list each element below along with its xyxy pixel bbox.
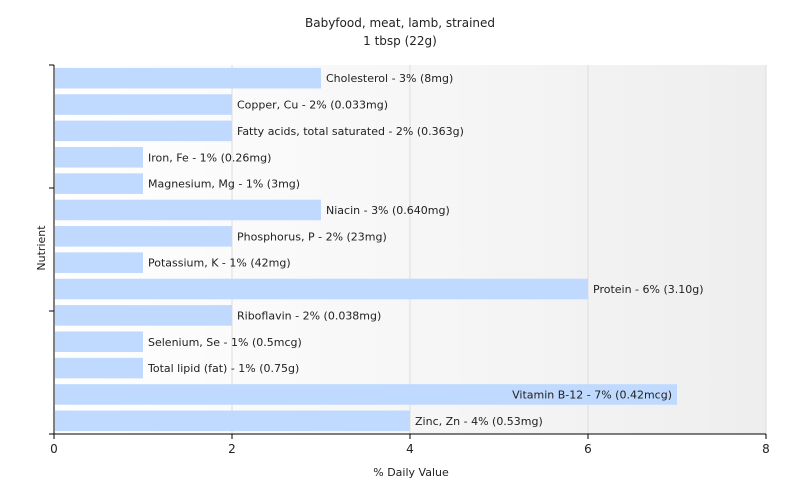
bar-label: Potassium, K - 1% (42mg) <box>148 257 291 270</box>
bar <box>55 305 232 326</box>
x-tick-label: 6 <box>584 442 592 456</box>
bar <box>55 384 677 405</box>
bar-label: Fatty acids, total saturated - 2% (0.363… <box>237 125 464 138</box>
bar <box>55 94 232 115</box>
bar-label: Iron, Fe - 1% (0.26mg) <box>148 151 271 164</box>
chart-title: Babyfood, meat, lamb, strained <box>305 16 495 30</box>
bar <box>55 146 143 168</box>
bar <box>55 199 321 221</box>
bar <box>55 410 410 432</box>
bar-label: Selenium, Se - 1% (0.5mcg) <box>148 336 302 349</box>
x-tick-label: 0 <box>50 442 58 456</box>
bar-label: Cholesterol - 3% (8mg) <box>326 72 453 85</box>
bars: Cholesterol - 3% (8mg) Copper, Cu - 2% (0… <box>55 67 704 432</box>
x-tick-label: 8 <box>762 442 770 456</box>
bar <box>55 173 143 194</box>
bar-label: Phosphorus, P - 2% (23mg) <box>237 230 387 243</box>
bar-label: Zinc, Zn - 4% (0.53mg) <box>415 415 543 428</box>
bar-label: Copper, Cu - 2% (0.033mg) <box>237 99 388 112</box>
chart-subtitle: 1 tbsp (22g) <box>363 34 437 48</box>
bar-label: Riboflavin - 2% (0.038mg) <box>237 309 381 322</box>
bar <box>55 67 321 89</box>
bar-label: Magnesium, Mg - 1% (3mg) <box>148 178 300 191</box>
bar <box>55 252 143 273</box>
bar <box>55 226 232 247</box>
bar-label: Protein - 6% (3.10g) <box>593 283 704 296</box>
x-tick-label: 2 <box>228 442 236 456</box>
y-axis-title: Nutrient <box>35 225 48 271</box>
axes: 0 2 4 6 8 <box>49 64 770 456</box>
bar <box>55 278 588 300</box>
bar-label: Vitamin B-12 - 7% (0.42mcg) <box>512 388 672 401</box>
x-axis-title: % Daily Value <box>373 466 449 479</box>
x-tick-label: 4 <box>406 442 414 456</box>
bar <box>55 357 143 379</box>
bar <box>55 331 143 353</box>
bar <box>55 120 232 142</box>
bar-label: Niacin - 3% (0.640mg) <box>326 204 450 217</box>
bar-label: Total lipid (fat) - 1% (0.75g) <box>147 362 299 375</box>
